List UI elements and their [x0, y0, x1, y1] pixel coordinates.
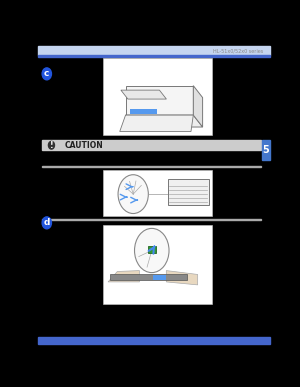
Circle shape — [42, 68, 52, 80]
Text: 5: 5 — [262, 145, 269, 155]
Polygon shape — [108, 271, 140, 282]
Circle shape — [48, 141, 55, 149]
Bar — [110, 274, 187, 281]
Bar — [42, 219, 261, 221]
Bar — [38, 337, 270, 344]
Bar — [38, 55, 270, 57]
Bar — [103, 170, 212, 216]
Polygon shape — [125, 115, 202, 127]
Bar — [153, 275, 166, 279]
Polygon shape — [166, 271, 198, 285]
Bar — [125, 86, 193, 115]
Polygon shape — [120, 115, 193, 132]
Bar — [148, 247, 156, 253]
Text: HL-51x0/52x0 series: HL-51x0/52x0 series — [213, 48, 263, 53]
Polygon shape — [121, 90, 166, 99]
Polygon shape — [193, 86, 203, 127]
Circle shape — [42, 217, 52, 229]
Circle shape — [134, 228, 169, 272]
Text: CAUTION: CAUTION — [64, 141, 103, 150]
Text: c: c — [44, 69, 50, 78]
Bar — [168, 179, 208, 205]
Bar — [262, 140, 270, 160]
Text: d: d — [44, 218, 50, 227]
Bar — [130, 109, 157, 114]
Bar — [103, 225, 212, 304]
Bar — [42, 166, 261, 167]
Text: !: ! — [50, 141, 53, 150]
Bar — [42, 140, 261, 150]
Bar — [38, 46, 270, 55]
Circle shape — [118, 175, 148, 214]
Bar — [103, 58, 212, 135]
